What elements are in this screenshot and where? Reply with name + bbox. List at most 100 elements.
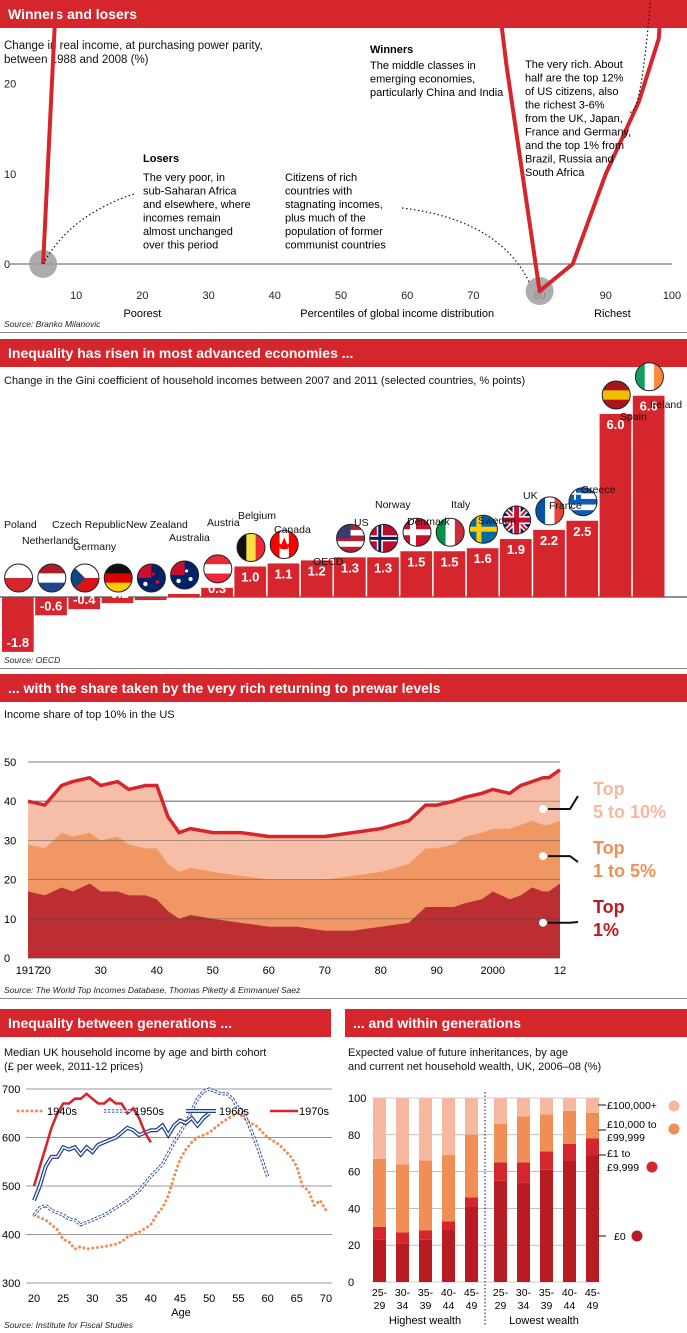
gini-bar	[134, 597, 167, 601]
y-tick-label: 300	[2, 1278, 20, 1290]
stack-segment	[419, 1160, 432, 1231]
stack-segment	[465, 1197, 478, 1207]
x-tick-label: 50	[203, 1293, 215, 1305]
legend-dot-100k	[668, 1100, 680, 1112]
country-name: Denmark	[407, 516, 450, 528]
flag-germany	[104, 564, 133, 592]
panel5-subtitle-1: Expected value of future inheritances, b…	[348, 1047, 569, 1059]
flag-outline	[4, 563, 34, 593]
legend-top5-10-line2: 5 to 10%	[593, 802, 666, 822]
gini-value-label: 1.3	[374, 560, 392, 575]
flag-outline	[336, 523, 366, 553]
gini-value-label: 1.2	[308, 563, 326, 578]
area-top-1	[28, 883, 560, 958]
gini-bar	[101, 597, 134, 604]
y-tick-label: 60	[348, 1167, 360, 1179]
y-tick-label: 100	[348, 1093, 366, 1105]
x-tick-label: 60	[261, 1293, 273, 1305]
y-tick-label: 10	[4, 169, 16, 181]
stack-segment	[465, 1098, 478, 1135]
flag-outline	[269, 529, 299, 559]
flag-outline	[568, 487, 598, 517]
top10-line	[27, 768, 562, 839]
losers-text: and elsewhere, where	[143, 199, 251, 211]
stack-segment	[442, 1221, 455, 1231]
x-tick-label: 60	[401, 290, 413, 302]
flag-uk	[502, 506, 531, 535]
country-name: New Zealand	[126, 519, 188, 531]
losers-text: sub-Saharan Africa	[143, 186, 237, 198]
stack-segment	[373, 1098, 386, 1159]
losers-text: over this period	[143, 240, 218, 252]
x-tick-label: 2000	[481, 965, 505, 977]
x-tick-label: 35	[115, 1293, 127, 1305]
stack-segment	[540, 1151, 553, 1170]
flag-outline	[236, 533, 266, 562]
x-tick-label: 20	[39, 965, 51, 977]
country-name: Germany	[73, 541, 117, 553]
y-tick-label: 40	[348, 1203, 360, 1215]
category-label-line2: 29	[495, 1300, 507, 1312]
gini-bar	[500, 539, 532, 597]
very-rich-text: Brazil, Russia and	[525, 154, 614, 166]
stack-segment	[563, 1098, 576, 1111]
x-axis-label: Age	[171, 1307, 191, 1319]
country-name: Sweden	[478, 515, 516, 527]
stack-segment	[517, 1182, 530, 1282]
gini-bar	[367, 557, 399, 597]
country-name: Austria	[207, 517, 240, 529]
stack-segment	[419, 1230, 432, 1240]
y-tick-label: 0	[4, 953, 10, 965]
category-label-line1: 40-	[441, 1287, 457, 1299]
gini-bar	[300, 560, 333, 597]
losers-text: almost unchanged	[143, 226, 233, 238]
category-label-line2: 29	[374, 1300, 386, 1312]
gini-bar	[400, 551, 433, 597]
y-tick-label: 30	[4, 835, 16, 847]
legend-dot	[539, 918, 547, 927]
flag-poland	[4, 564, 33, 592]
flag-outline	[601, 380, 631, 410]
x-tick-label: 20	[28, 1293, 40, 1305]
country-name: Spain	[620, 411, 647, 423]
x-tick-label: 25	[57, 1293, 69, 1305]
category-label-line2: 44	[443, 1300, 455, 1312]
panel2-source: Source: OECD	[4, 655, 61, 665]
flag-outline	[369, 523, 399, 553]
panel5-subtitle-2: and current net household wealth, UK, 20…	[348, 1061, 602, 1073]
y-tick-label: 20	[4, 79, 16, 91]
panel4-header: Inequality between generations ...	[0, 1009, 331, 1037]
flag-norway	[369, 524, 398, 553]
gini-value-label: -0.6	[40, 598, 62, 613]
country-name: Italy	[451, 499, 471, 511]
y-tick-label: 0	[348, 1277, 354, 1289]
legend-1940s: 1940s	[47, 1106, 77, 1118]
flag-belgium	[237, 533, 265, 562]
stack-segment	[586, 1112, 599, 1139]
y-tick-label: 700	[2, 1084, 20, 1096]
gini-bar	[599, 414, 632, 597]
flag-denmark	[403, 518, 431, 547]
category-label-line2: 39	[420, 1300, 432, 1312]
flag-outline	[535, 496, 565, 526]
flag-canada	[270, 530, 299, 559]
very-rich-leader	[629, 0, 652, 113]
gini-bar	[2, 597, 34, 652]
country-name: Czech Republic	[52, 519, 126, 531]
category-label-line1: 30-	[395, 1287, 411, 1299]
legend-top1-line1: Top	[593, 897, 625, 917]
stack-segment	[494, 1098, 507, 1124]
y-tick-label: 500	[2, 1181, 20, 1193]
y-tick-label: 20	[4, 875, 16, 887]
gini-bar	[466, 548, 499, 597]
category-label-line2: 34	[518, 1300, 530, 1312]
category-label-line1: 45-	[464, 1287, 480, 1299]
x-tick-label: 12	[554, 965, 566, 977]
stack-segment	[494, 1123, 507, 1163]
y-tick-label: 50	[4, 757, 16, 769]
line-1970s	[32, 1092, 152, 1187]
country-name: UK	[523, 490, 538, 502]
category-label-line2: 49	[466, 1300, 478, 1312]
country-name: Canada	[274, 524, 311, 536]
rich-countries-text: plus much of the	[285, 213, 366, 225]
